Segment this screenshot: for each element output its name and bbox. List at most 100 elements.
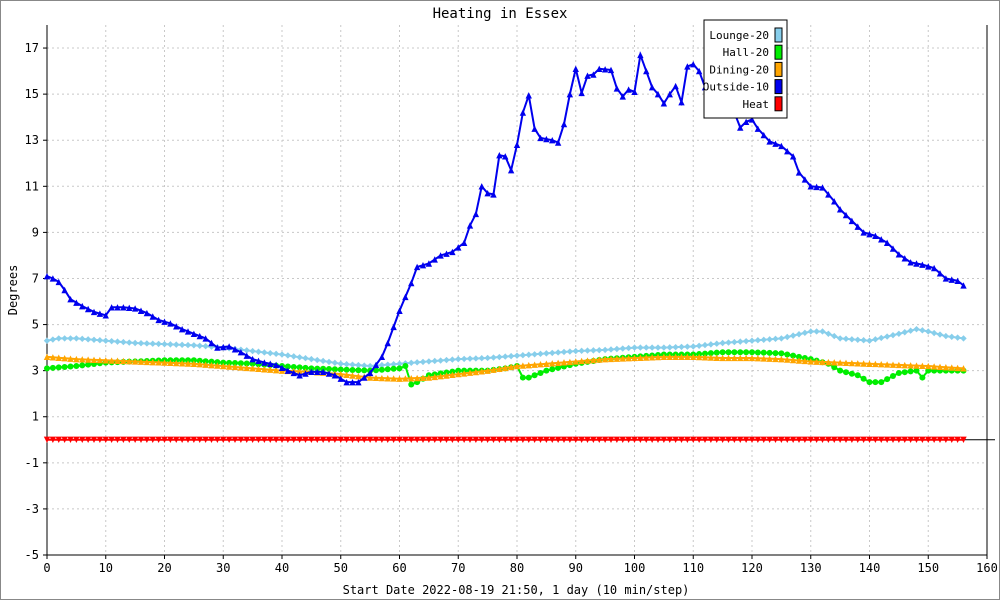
data-point — [455, 436, 462, 443]
data-point — [296, 372, 303, 379]
data-point — [778, 335, 785, 342]
data-point — [813, 436, 820, 443]
data-point — [543, 436, 550, 443]
data-point — [578, 436, 585, 443]
data-point — [713, 340, 720, 347]
data-point — [866, 379, 873, 386]
data-point — [190, 360, 198, 367]
data-point — [349, 436, 356, 443]
data-point — [478, 183, 485, 190]
y-tick-label: 15 — [25, 87, 39, 101]
data-point — [666, 436, 673, 443]
data-point — [343, 371, 350, 378]
data-point — [719, 339, 726, 347]
data-point — [695, 353, 703, 361]
data-point — [948, 436, 955, 443]
data-point — [772, 335, 779, 343]
data-point — [701, 341, 709, 349]
data-point — [143, 340, 151, 347]
data-point — [872, 336, 879, 343]
data-point — [719, 349, 726, 356]
legend-label: Dining-20 — [709, 63, 769, 76]
data-point — [854, 436, 861, 443]
data-point — [901, 436, 908, 443]
data-point — [713, 349, 720, 356]
data-point — [314, 356, 321, 364]
data-point — [390, 361, 397, 368]
data-point — [496, 365, 503, 373]
data-point — [666, 90, 673, 98]
data-point — [43, 337, 51, 344]
data-point — [643, 354, 650, 361]
data-point — [502, 153, 509, 160]
data-point — [131, 436, 139, 443]
data-point — [919, 362, 926, 370]
data-point — [384, 361, 391, 368]
data-point — [255, 357, 262, 365]
data-point — [936, 270, 944, 277]
data-point — [231, 363, 239, 371]
data-point — [149, 313, 156, 320]
data-point — [537, 436, 544, 443]
data-point — [337, 360, 344, 367]
data-point — [243, 360, 250, 367]
data-point — [878, 361, 885, 368]
data-point — [831, 359, 838, 366]
data-point — [901, 361, 908, 369]
data-point — [366, 369, 374, 377]
data-point — [560, 120, 568, 128]
data-point — [372, 361, 380, 369]
data-point — [231, 436, 239, 443]
data-point — [701, 436, 709, 443]
data-point — [108, 357, 115, 364]
data-point — [390, 323, 397, 331]
data-point — [519, 436, 527, 443]
y-tick-label: 3 — [32, 364, 39, 378]
data-point — [607, 66, 615, 74]
data-point — [337, 370, 344, 378]
data-point — [654, 436, 662, 443]
data-point — [437, 372, 444, 380]
data-point — [784, 356, 791, 363]
data-point — [525, 351, 532, 358]
data-point — [225, 436, 233, 443]
data-point — [778, 355, 785, 363]
data-point — [478, 355, 485, 362]
data-point — [173, 341, 180, 348]
data-point — [120, 338, 127, 346]
data-point — [872, 232, 879, 240]
data-point — [349, 378, 356, 386]
data-point — [67, 296, 74, 303]
data-point — [455, 367, 462, 374]
data-point — [684, 63, 691, 70]
data-point — [713, 436, 720, 443]
data-point — [525, 92, 532, 99]
data-point — [854, 360, 861, 367]
data-point — [825, 191, 832, 198]
data-point — [361, 362, 368, 369]
data-point — [155, 316, 162, 324]
data-point — [637, 354, 644, 361]
legend: Lounge-20 Hall-20 Dining-20 Outside-10 Heat — [703, 19, 788, 119]
data-point — [220, 362, 227, 370]
data-point — [272, 361, 280, 369]
data-point — [807, 183, 814, 190]
data-point — [613, 436, 621, 443]
data-point — [326, 366, 332, 373]
data-point — [237, 364, 245, 371]
y-tick-label: 11 — [25, 179, 39, 193]
data-point — [343, 361, 350, 368]
data-point — [854, 372, 861, 379]
data-point — [707, 436, 715, 443]
x-tick-label: 80 — [510, 561, 524, 575]
data-point — [408, 436, 415, 443]
data-point — [502, 436, 509, 443]
data-point — [930, 329, 938, 337]
data-point — [349, 366, 356, 373]
data-point — [178, 341, 186, 349]
data-point — [531, 351, 538, 358]
data-point — [513, 141, 521, 149]
data-point — [413, 359, 421, 366]
data-point — [272, 436, 280, 443]
